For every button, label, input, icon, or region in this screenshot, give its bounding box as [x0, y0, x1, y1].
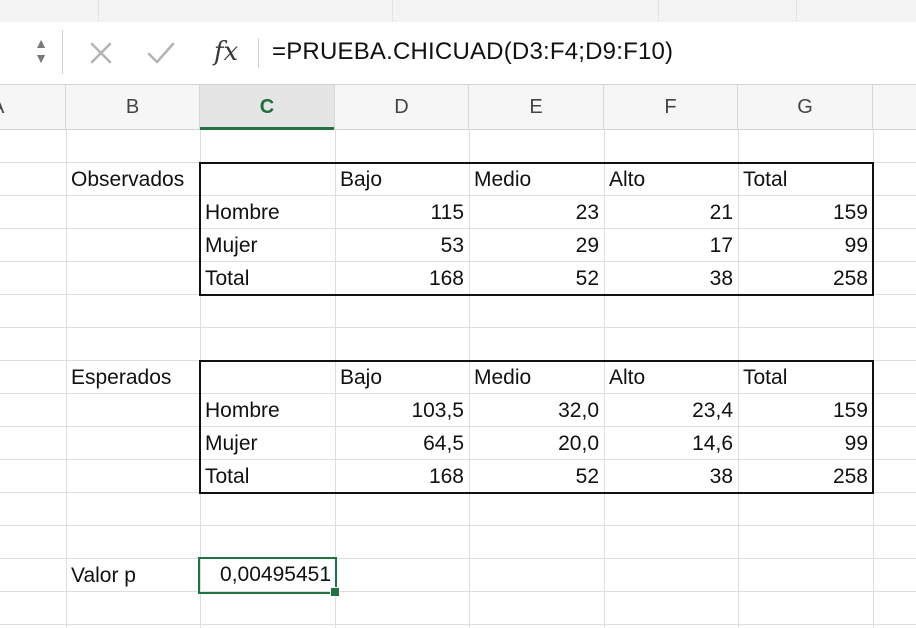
- observed-header-alto[interactable]: Alto: [609, 167, 646, 191]
- observed-cell[interactable]: 52: [575, 266, 599, 290]
- observed-row-label[interactable]: Mujer: [205, 233, 258, 257]
- column-header-b[interactable]: B: [66, 85, 200, 129]
- observed-cell[interactable]: 115: [430, 200, 464, 224]
- checkmark-icon: [147, 42, 175, 64]
- column-header-g[interactable]: G: [738, 85, 873, 129]
- observed-cell[interactable]: 23: [575, 200, 599, 224]
- observed-label[interactable]: Observados: [71, 167, 185, 191]
- observed-cell[interactable]: 38: [709, 266, 733, 290]
- observed-header-total[interactable]: Total: [743, 167, 788, 191]
- expected-row-label[interactable]: Mujer: [205, 431, 258, 455]
- observed-cell[interactable]: 53: [440, 233, 464, 257]
- observed-cell[interactable]: 258: [832, 266, 868, 290]
- column-header-c[interactable]: C: [200, 85, 335, 130]
- expected-cell[interactable]: 99: [844, 431, 868, 455]
- enter-button[interactable]: [144, 36, 178, 70]
- fx-icon: fx: [213, 37, 239, 67]
- pvalue-label[interactable]: Valor p: [71, 563, 136, 587]
- active-cell[interactable]: 0,00495451: [198, 557, 340, 597]
- observed-cell[interactable]: 168: [428, 266, 464, 290]
- chevron-up-icon[interactable]: ▲: [34, 35, 48, 51]
- expected-row-label[interactable]: Total: [205, 464, 250, 488]
- cancel-button[interactable]: [84, 36, 118, 70]
- chevron-down-icon[interactable]: ▼: [34, 50, 48, 66]
- expected-cell[interactable]: 23,4: [692, 398, 733, 422]
- expected-cell[interactable]: 258: [832, 464, 868, 488]
- insert-function-button[interactable]: fx: [206, 32, 246, 72]
- observed-cell[interactable]: 21: [709, 200, 733, 224]
- expected-label[interactable]: Esperados: [71, 365, 172, 389]
- expected-cell[interactable]: 38: [709, 464, 733, 488]
- expected-cell[interactable]: 20,0: [558, 431, 599, 455]
- expected-cell[interactable]: 32,0: [558, 398, 599, 422]
- expected-row-label[interactable]: Hombre: [205, 398, 280, 422]
- expected-cell[interactable]: 14,6: [692, 431, 733, 455]
- ribbon-edge: [0, 0, 916, 23]
- observed-cell[interactable]: 29: [575, 233, 599, 257]
- column-header-a[interactable]: A: [0, 85, 66, 129]
- close-icon: [90, 42, 112, 64]
- expected-header-alto[interactable]: Alto: [609, 365, 646, 389]
- fill-handle[interactable]: [330, 587, 340, 597]
- expected-cell[interactable]: 103,5: [411, 398, 464, 422]
- observed-row-label[interactable]: Total: [205, 266, 250, 290]
- observed-header-bajo[interactable]: Bajo: [340, 167, 383, 191]
- expected-header-total[interactable]: Total: [743, 365, 788, 389]
- pvalue-cell[interactable]: 0,00495451: [220, 563, 331, 586]
- column-header-f[interactable]: F: [604, 85, 738, 129]
- column-header-row: A B C D E F G: [0, 85, 916, 130]
- name-box-stepper[interactable]: ▲ ▼: [26, 32, 56, 70]
- observed-row-label[interactable]: Hombre: [205, 200, 280, 224]
- observed-header-medio[interactable]: Medio: [474, 167, 532, 191]
- expected-header-medio[interactable]: Medio: [474, 365, 532, 389]
- column-header-e[interactable]: E: [469, 85, 604, 129]
- expected-cell[interactable]: 159: [832, 398, 868, 422]
- expected-cell[interactable]: 168: [428, 464, 464, 488]
- expected-cell[interactable]: 64,5: [423, 431, 464, 455]
- column-header-d[interactable]: D: [335, 85, 469, 129]
- formula-input[interactable]: =PRUEBA.CHICUAD(D3:F4;D9:F10): [272, 38, 674, 65]
- formula-bar: ▲ ▼ fx =PRUEBA.CHICUAD(D3:F4;D9:F10): [0, 22, 916, 85]
- expected-header-bajo[interactable]: Bajo: [340, 365, 383, 389]
- observed-cell[interactable]: 99: [844, 233, 868, 257]
- observed-cell[interactable]: 159: [832, 200, 868, 224]
- observed-cell[interactable]: 17: [709, 233, 733, 257]
- expected-cell[interactable]: 52: [575, 464, 599, 488]
